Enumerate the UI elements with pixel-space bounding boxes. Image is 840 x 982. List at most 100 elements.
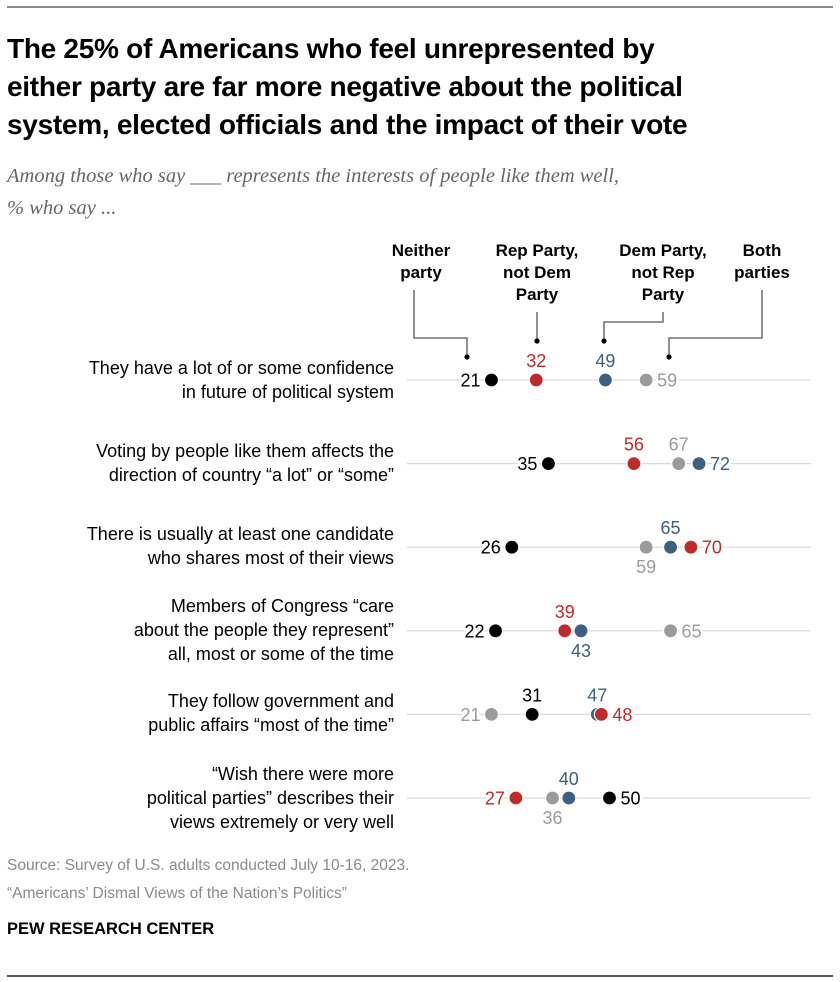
row-label-line: “Wish there were more xyxy=(211,764,394,784)
value-label-rep: 48 xyxy=(612,705,632,725)
leader-end-rep xyxy=(534,338,540,344)
value-label-rep: 32 xyxy=(526,351,546,371)
legend-rep-line: Rep Party, xyxy=(495,241,579,260)
dot-rep xyxy=(593,706,609,723)
legend-neither-line: party xyxy=(400,263,442,282)
legend-rep: Rep Party, not Dem Party xyxy=(477,240,597,306)
dot-rep xyxy=(528,372,544,388)
row-label-line: in future of political system xyxy=(181,382,394,402)
leader-end-dem xyxy=(601,338,607,344)
value-label-neither: 26 xyxy=(481,538,501,558)
dot-rep xyxy=(557,623,573,639)
row-label-line: Members of Congress “care xyxy=(170,596,394,616)
dot-both xyxy=(638,372,654,388)
row-label-line: views extremely or very well xyxy=(169,812,394,832)
title-line: The 25% of Americans who feel unrepresen… xyxy=(7,33,655,64)
dot-both xyxy=(483,706,500,723)
value-label-both: 59 xyxy=(657,371,677,391)
dot-dem xyxy=(573,623,589,639)
subtitle-line: Among those who say ___ represents the i… xyxy=(7,165,620,187)
row-label: There is usually at least one candidate … xyxy=(0,522,394,570)
title-line: either party are far more negative about… xyxy=(7,71,683,102)
legend-dem: Dem Party, not Rep Party xyxy=(603,240,723,306)
row-label-line: political parties” describes their xyxy=(146,788,394,808)
source-note: Source: Survey of U.S. adults conducted … xyxy=(7,852,409,908)
legend-both-line: parties xyxy=(734,263,790,282)
value-label-dem: 65 xyxy=(661,518,681,538)
leader-line-both xyxy=(668,290,763,357)
top-rule xyxy=(7,6,833,8)
row-label-line: about the people they represent” xyxy=(133,620,394,640)
dot-both xyxy=(638,539,654,555)
row-label-line: all, most or some of the time xyxy=(167,644,394,664)
legend-neither-line: Neither xyxy=(391,241,451,260)
legend-both: Both parties xyxy=(702,240,822,284)
dot-both xyxy=(671,456,687,472)
value-label-rep: 27 xyxy=(485,789,505,809)
row-label-line: They have a lot of or some confidence xyxy=(88,358,394,378)
value-label-neither: 35 xyxy=(517,454,537,474)
leader-line-dem xyxy=(603,312,664,341)
legend-both-line: Both xyxy=(742,241,782,260)
value-label-both: 65 xyxy=(682,621,702,641)
dot-neither xyxy=(504,539,520,555)
value-label-dem: 72 xyxy=(710,454,730,474)
subtitle-line: % who say ... xyxy=(7,197,117,219)
value-label-neither: 22 xyxy=(465,621,485,641)
value-label-dem: 47 xyxy=(587,685,607,705)
leader-end-both xyxy=(666,354,672,360)
leader-line-neither xyxy=(413,290,468,357)
report-title: “Americans’ Dismal Views of the Nation’s… xyxy=(7,885,347,902)
value-label-dem: 43 xyxy=(571,641,591,661)
dot-dem xyxy=(691,456,707,472)
dot-both xyxy=(662,623,679,639)
value-label-dem: 40 xyxy=(559,769,579,789)
value-label-both: 21 xyxy=(460,705,480,725)
row-label: They have a lot of or some confidence in… xyxy=(0,356,394,404)
row-label: “Wish there were more political parties”… xyxy=(0,762,394,834)
data-labels: 21 35 26 22 31 50 32 56 70 39 48 27 49 72 65 43 47 40 59 67… xyxy=(458,351,733,828)
legend-rep-line: not Dem xyxy=(503,263,571,282)
dot-neither xyxy=(487,623,504,639)
value-label-neither: 31 xyxy=(522,685,542,705)
dot-rep xyxy=(683,539,699,555)
dot-dem xyxy=(561,790,577,806)
value-label-rep: 56 xyxy=(624,435,644,455)
row-label-line: public affairs “most of the time” xyxy=(148,715,394,735)
value-label-both: 59 xyxy=(636,557,656,577)
row-label-line: direction of country “a lot” or “some” xyxy=(108,465,394,485)
dot-dem xyxy=(662,539,679,555)
value-label-dem: 49 xyxy=(595,351,615,371)
dot-rep xyxy=(626,456,642,472)
value-label-rep: 70 xyxy=(702,538,722,558)
dot-dem xyxy=(597,372,614,388)
value-label-both: 36 xyxy=(543,808,563,828)
legend-dem-line: Dem Party, xyxy=(619,241,707,260)
dot-neither xyxy=(540,456,557,472)
legend-leader-lines xyxy=(413,290,763,360)
dot-both xyxy=(544,790,561,806)
chart-subtitle: Among those who say ___ represents the i… xyxy=(7,160,837,224)
value-label-neither: 50 xyxy=(621,789,641,809)
row-label-line: who shares most of their views xyxy=(147,548,394,568)
leader-end-neither xyxy=(464,354,470,360)
row-label: Members of Congress “care about the peop… xyxy=(0,594,394,666)
row-label: Voting by people like them affects the d… xyxy=(0,439,394,487)
dot-neither xyxy=(483,372,500,388)
brand-logo: PEW RESEARCH CENTER xyxy=(7,920,215,938)
row-label-line: There is usually at least one candidate xyxy=(86,524,394,544)
dot-neither xyxy=(601,790,618,806)
row-label-line: They follow government and xyxy=(167,691,394,711)
source-text: Source: Survey of U.S. adults conducted … xyxy=(7,857,410,874)
legend-dem-line: Party xyxy=(641,285,685,304)
legend-rep-line: Party xyxy=(515,285,559,304)
data-points xyxy=(483,372,707,806)
legend-neither: Neither party xyxy=(361,240,481,284)
bottom-rule xyxy=(7,975,833,977)
value-label-rep: 39 xyxy=(555,602,575,622)
dot-neither xyxy=(524,706,540,723)
value-label-both: 67 xyxy=(669,435,689,455)
title-line: system, elected officials and the impact… xyxy=(7,109,688,140)
chart-title: The 25% of Americans who feel unrepresen… xyxy=(7,30,840,144)
